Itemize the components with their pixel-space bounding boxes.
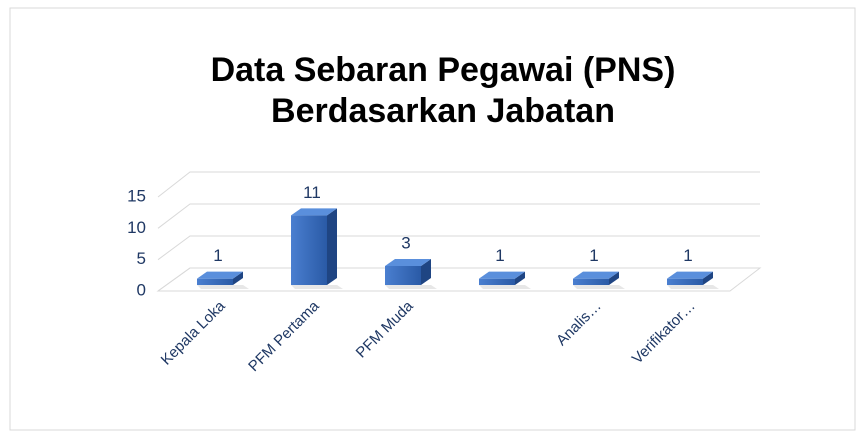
data-label: 1: [683, 246, 692, 265]
data-label: 1: [213, 246, 222, 265]
bar: [479, 278, 515, 285]
bar-shadow: [667, 285, 719, 289]
y-tick-label: 10: [127, 218, 146, 237]
data-label: 1: [495, 246, 504, 265]
bar-top: [291, 208, 337, 216]
bar-top: [479, 271, 525, 279]
bar-top: [385, 259, 431, 266]
bar-side: [327, 208, 337, 285]
bar-side: [515, 271, 525, 285]
bar: [385, 266, 421, 285]
bar-top: [197, 271, 243, 279]
chart-frame: [9, 7, 856, 431]
y-tick-label: 0: [137, 280, 146, 299]
bar: [667, 278, 703, 285]
y-tick-label: 15: [127, 186, 146, 205]
bar: [291, 215, 327, 285]
bar-shadow: [291, 285, 343, 289]
bar-shadow: [479, 285, 531, 289]
grid-line: [157, 171, 760, 198]
bar: [197, 278, 233, 285]
bar-side: [703, 271, 713, 285]
chart-title: Berdasarkan Jabatan: [271, 92, 615, 130]
bar: [573, 278, 609, 285]
bar-top: [667, 271, 713, 279]
data-label: 1: [589, 246, 598, 265]
chart-title: Data Sebaran Pegawai (PNS): [211, 51, 676, 89]
y-tick-label: 5: [137, 249, 146, 268]
bar-top: [573, 271, 619, 279]
grid-line: [157, 235, 760, 261]
data-label: 11: [303, 183, 321, 202]
bar-side: [609, 271, 619, 285]
bar-shadow: [573, 285, 625, 289]
bar-shadow: [385, 285, 437, 289]
bar-side: [233, 271, 243, 285]
bar-side: [421, 259, 431, 285]
grid-line: [157, 203, 760, 229]
floor: [156, 267, 762, 292]
data-label: 3: [401, 233, 410, 252]
bar-shadow: [197, 285, 249, 289]
